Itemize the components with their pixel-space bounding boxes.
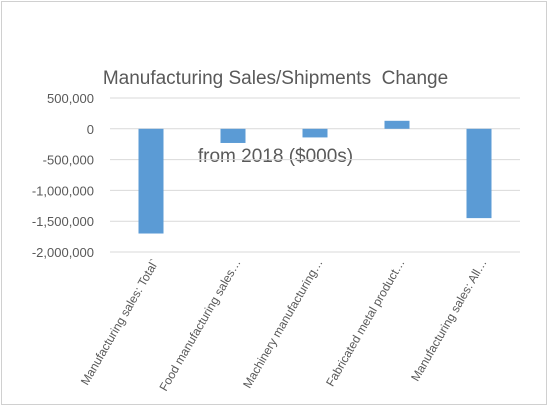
gridlines: [110, 97, 520, 253]
chart-title-line2: from 2018 ($000s): [197, 146, 354, 167]
x-tick-label: Food manufacturing sales…: [156, 257, 243, 394]
bar: [138, 128, 164, 234]
x-tick-label: Manufacturing sales: Total`: [78, 256, 162, 387]
y-axis-tick-labels: 500,000 0 -500,000 -1,000,000 -1,500,000 -2,0…: [32, 91, 94, 260]
chart-frame: [1, 1, 547, 405]
bar: [384, 120, 410, 129]
y-tick-label: -500,000: [43, 153, 94, 168]
bar: [220, 128, 246, 143]
chart-title-line1: Manufacturing Sales/Shipments Change: [102, 68, 449, 89]
bar: [466, 128, 492, 219]
bars: [138, 120, 492, 234]
x-axis-tick-labels: Manufacturing sales: Total`Food manufact…: [78, 256, 490, 393]
y-tick-label: 500,000: [47, 91, 94, 106]
x-tick-label: Fabricated metal product…: [323, 257, 407, 389]
y-tick-label: -1,000,000: [32, 183, 94, 198]
y-tick-label: 0: [87, 122, 94, 137]
y-tick-label: -2,000,000: [32, 245, 94, 260]
y-tick-label: -1,500,000: [32, 214, 94, 229]
chart-title: Manufacturing Sales/Shipments Change fro…: [0, 14, 551, 196]
x-tick-label: Manufacturing sales: All…: [408, 257, 489, 384]
x-tick-label: Machinery manufacturing…: [240, 257, 325, 391]
bar: [302, 128, 328, 138]
